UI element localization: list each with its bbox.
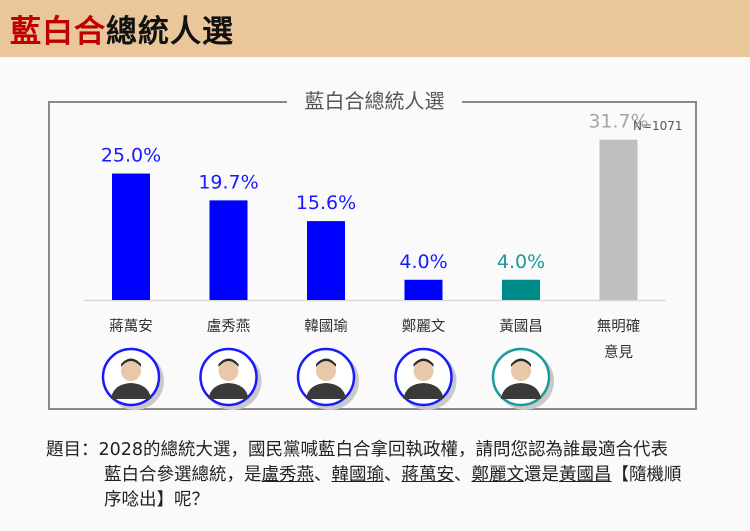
- avatar-body: [306, 383, 346, 399]
- avatar-face: [511, 361, 531, 381]
- question-line1: 2028的總統大選，國民黨喊藍白合拿回執政權，請問您認為誰最適合代表: [98, 440, 669, 460]
- data-label: 19.7%: [198, 171, 258, 193]
- header-bar: 藍白合總統人選: [0, 0, 750, 57]
- bar: [112, 173, 150, 300]
- avatar-face: [413, 361, 434, 381]
- category-label: 盧秀燕: [207, 318, 251, 335]
- avatar-body: [111, 383, 151, 399]
- chart-title: 藍白合總統人選: [287, 88, 462, 114]
- avatar-hair: [121, 358, 141, 367]
- category-label: 意見: [604, 343, 633, 361]
- sample-size-label: N=1071: [633, 119, 683, 133]
- bar: [209, 200, 248, 300]
- question-name: 韓國瑜: [331, 465, 385, 485]
- question-mid: 還是: [524, 465, 559, 485]
- question-line2: 藍白合參選總統，是盧秀燕、韓國瑜、蔣萬安、鄭麗文還是黃國昌【隨機順: [46, 463, 726, 488]
- category-label: 鄭麗文: [402, 318, 446, 335]
- avatar-hair: [218, 358, 239, 367]
- avatar-body: [501, 383, 541, 399]
- data-label: 15.6%: [296, 192, 356, 214]
- question-prefix: 題目：: [46, 440, 99, 460]
- avatar-face: [218, 361, 239, 381]
- avatar-body: [208, 383, 249, 399]
- bar: [502, 279, 540, 300]
- avatar-body: [403, 383, 444, 399]
- bar: [599, 139, 638, 300]
- data-label: 4.0%: [399, 251, 447, 273]
- title-black: 總統人選: [106, 14, 234, 50]
- category-label: 韓國瑜: [304, 318, 348, 335]
- bar: [404, 279, 443, 300]
- bar: [307, 221, 345, 300]
- category-label: 無明確: [597, 318, 641, 335]
- question-name: 盧秀燕: [261, 465, 315, 485]
- avatar-hair: [316, 358, 336, 367]
- question-name: 蔣萬安: [401, 465, 455, 485]
- category-label: 蔣萬安: [109, 318, 153, 335]
- avatar-face: [121, 361, 141, 381]
- category-label: 黃國昌: [499, 318, 543, 335]
- question-sep: 、: [314, 465, 332, 485]
- data-label: 4.0%: [497, 251, 545, 273]
- question-sep: 、: [454, 465, 472, 485]
- avatar-face: [316, 361, 336, 381]
- page-title: 藍白合總統人選: [10, 6, 234, 51]
- title-red: 藍白合: [10, 14, 106, 50]
- question-tail: 【隨機順: [611, 465, 682, 485]
- question-name: 黃國昌: [559, 465, 612, 485]
- question-sep: 、: [384, 465, 402, 485]
- question-line3: 序唸出】呢？: [104, 490, 209, 510]
- question-text: 題目：2028的總統大選，國民黨喊藍白合拿回執政權，請問您認為誰最適合代表 藍白…: [46, 438, 726, 513]
- question-name: 鄭麗文: [471, 465, 525, 485]
- avatar-hair: [511, 358, 531, 367]
- data-label: 25.0%: [101, 145, 161, 167]
- question-line2-text: 藍白合參選總統，是: [104, 465, 262, 485]
- data-label: 31.7%: [588, 111, 648, 133]
- avatar-hair: [413, 358, 434, 367]
